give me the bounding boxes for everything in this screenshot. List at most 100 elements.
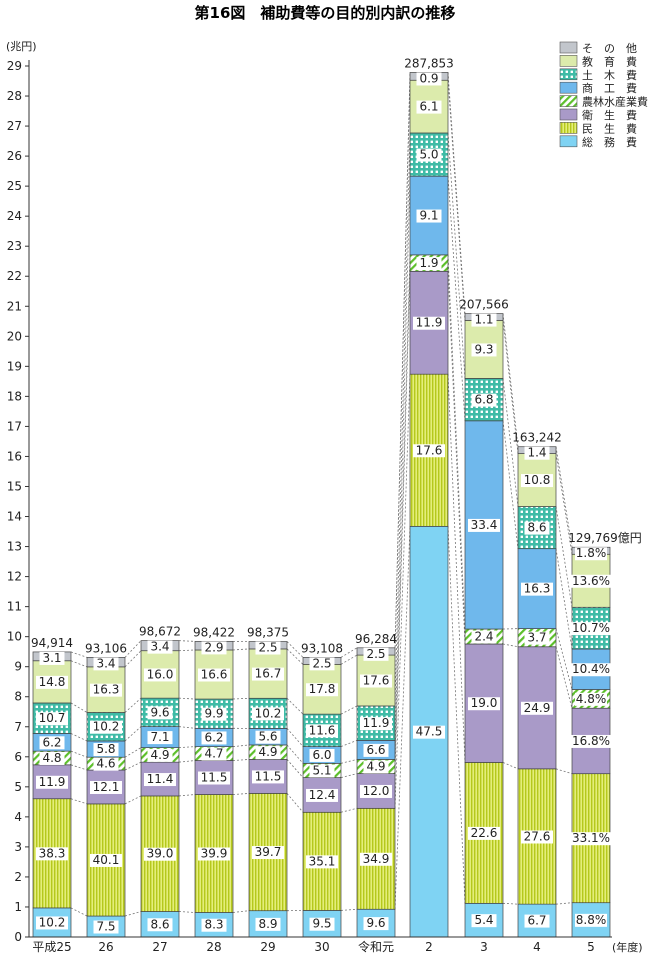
- data-label: 4.9: [366, 760, 385, 774]
- connector-line: [394, 374, 411, 809]
- y-tick-label: 3: [14, 840, 22, 854]
- data-label-background: [201, 747, 227, 761]
- connector-line: [394, 254, 411, 760]
- data-label-background: [39, 736, 65, 750]
- connector-line: [447, 72, 466, 314]
- connector-line: [124, 650, 142, 668]
- total-label: 207,566: [459, 298, 509, 312]
- y-tick-label: 14: [7, 510, 22, 524]
- data-label-background: [306, 683, 338, 697]
- connector-line: [502, 313, 519, 447]
- data-label: 2.4: [474, 630, 493, 644]
- connector-line: [124, 795, 142, 805]
- connector-line: [124, 726, 142, 742]
- data-label-background: [39, 651, 65, 665]
- data-label: 19.0: [471, 696, 498, 710]
- data-label: 27.6: [524, 829, 551, 843]
- data-label: 10.7%: [572, 621, 610, 635]
- data-label: 9.6: [366, 916, 385, 930]
- data-label: 8.8%: [576, 913, 607, 927]
- data-label-background: [468, 697, 500, 711]
- data-label: 12.0: [363, 784, 390, 798]
- connector-line: [70, 660, 88, 668]
- x-tick-label: 30: [314, 940, 329, 954]
- connector-line: [340, 759, 358, 764]
- x-tick-label: 令和元: [358, 939, 394, 954]
- data-label-background: [416, 72, 442, 86]
- data-label-background: [198, 668, 230, 682]
- data-label: 4.8%: [576, 692, 607, 706]
- connector-line: [447, 374, 466, 763]
- data-label: 11.5: [255, 769, 282, 783]
- data-label-background: [201, 731, 227, 745]
- legend-swatch: [559, 108, 578, 121]
- connector-line: [447, 254, 466, 630]
- y-tick-label: 29: [7, 59, 22, 73]
- y-tick-label: 4: [14, 810, 22, 824]
- data-label-background: [360, 784, 392, 798]
- y-tick-label: 23: [7, 239, 22, 253]
- data-label: 4.7: [204, 747, 223, 761]
- legend-label: 農林水産業費: [582, 95, 648, 109]
- chart-title: 第16図 補助費等の目的別内訳の推移: [195, 4, 456, 22]
- data-label: 12.4: [309, 788, 336, 802]
- data-label: 38.3: [39, 846, 66, 860]
- y-tick-label: 21: [7, 299, 22, 313]
- connector-line: [124, 911, 142, 917]
- connector-line: [232, 697, 250, 700]
- data-label-background: [413, 444, 445, 458]
- data-label-background: [468, 518, 500, 532]
- data-label: 33.1%: [572, 831, 610, 845]
- data-label-background: [147, 731, 173, 745]
- connector-line: [70, 764, 88, 771]
- y-tick-label: 0: [14, 930, 22, 944]
- y-tick-label: 1: [14, 900, 22, 914]
- data-label: 7.5: [96, 920, 115, 934]
- data-label-background: [571, 832, 611, 846]
- data-label: 16.6: [201, 668, 228, 682]
- data-label-background: [524, 631, 550, 645]
- data-label-background: [147, 640, 173, 654]
- data-label: 8.9: [258, 917, 277, 931]
- connector-line: [286, 744, 304, 764]
- data-label-background: [201, 707, 227, 721]
- data-label-background: [363, 917, 389, 931]
- data-label-background: [93, 920, 119, 934]
- total-label: 98,375: [247, 626, 289, 640]
- data-label-background: [413, 316, 445, 330]
- data-label-background: [416, 100, 442, 114]
- x-tick-label: 2: [425, 940, 433, 954]
- y-tick-label: 16: [7, 449, 22, 463]
- y-tick-label: 2: [14, 870, 22, 884]
- data-label: 11.4: [147, 772, 174, 786]
- data-label: 5.4: [474, 913, 493, 927]
- data-label: 1.8%: [576, 546, 607, 560]
- legend-label: 土 木 費: [582, 68, 637, 82]
- total-label: 163,242: [512, 431, 562, 445]
- connector-line: [340, 647, 358, 658]
- data-label-background: [571, 622, 611, 636]
- data-label: 16.3: [93, 683, 120, 697]
- connector-line: [178, 697, 196, 700]
- connector-line: [124, 697, 142, 713]
- data-label-background: [36, 775, 68, 789]
- connector-line: [178, 794, 196, 797]
- data-label-background: [93, 743, 119, 757]
- y-tick-label: 8: [14, 690, 22, 704]
- x-tick-label: 平成25: [32, 940, 71, 954]
- connector-line: [394, 176, 411, 741]
- connector-line: [70, 733, 88, 742]
- data-label: 3.4: [150, 640, 169, 654]
- data-label: 6.6: [366, 743, 385, 757]
- data-label: 17.8: [309, 682, 336, 696]
- data-label: 11.9: [39, 775, 66, 789]
- connector-line: [555, 548, 573, 650]
- data-label: 12.1: [93, 780, 120, 794]
- data-label: 3.4: [96, 656, 115, 670]
- data-label-background: [90, 720, 122, 734]
- connector-line: [447, 176, 466, 421]
- x-tick-label: 29: [260, 940, 275, 954]
- legend-swatch: [559, 41, 578, 54]
- data-label: 7.1: [150, 730, 169, 744]
- connector-line: [70, 907, 88, 917]
